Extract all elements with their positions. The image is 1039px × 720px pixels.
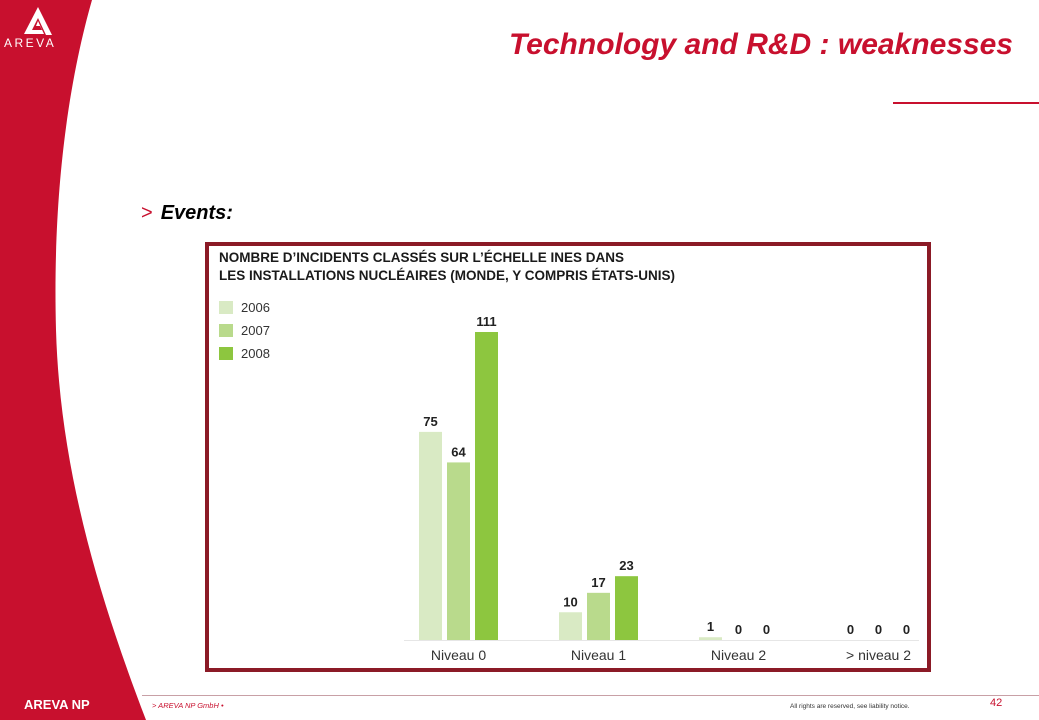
- sidebar-brand-band: [0, 0, 146, 720]
- legend-swatch-2007: [219, 324, 233, 337]
- bar-value-label: 23: [619, 558, 633, 573]
- bullet-events: > Events:: [141, 202, 233, 225]
- bar-value-label: 64: [451, 444, 466, 459]
- bar-value-label: 1: [707, 619, 714, 634]
- legend-swatch-2008: [219, 347, 233, 360]
- bullet-text: Events:: [160, 202, 233, 224]
- footer-company-label: > AREVA NP GmbH •: [152, 701, 224, 710]
- legend-label-2008: 2008: [241, 346, 270, 361]
- chart-title-line-1: NOMBRE D’INCIDENTS CLASSÉS SUR L’ÉCHELLE…: [219, 250, 625, 265]
- areva-logo-icon: [24, 7, 52, 35]
- logo-wordmark: AREVA: [4, 36, 57, 50]
- legend-swatch-2006: [219, 301, 233, 314]
- page-number: 42: [990, 697, 1003, 709]
- bar-value-label: 10: [563, 594, 577, 609]
- chart-title: NOMBRE D’INCIDENTS CLASSÉS SUR L’ÉCHELLE…: [219, 249, 675, 285]
- bar-2006-1: [419, 431, 442, 640]
- bar-value-label: 75: [423, 414, 437, 429]
- footer-company-name: AREVA NP: [24, 697, 90, 712]
- bar-2008-2: [615, 576, 638, 640]
- legend-item-2007: 2007: [219, 319, 270, 342]
- bar-value-label: 0: [763, 622, 770, 637]
- bar-2006-2: [559, 612, 582, 640]
- chart-legend: 2006 2007 2008: [219, 296, 270, 365]
- footer-divider: [142, 695, 1039, 696]
- category-label: Niveau 2: [711, 647, 766, 663]
- legend-item-2008: 2008: [219, 342, 270, 365]
- legend-label-2006: 2006: [241, 300, 270, 315]
- bar-value-label: 0: [847, 622, 854, 637]
- bullet-marker: >: [141, 202, 153, 224]
- legend-label-2007: 2007: [241, 323, 270, 338]
- category-label: > niveau 2: [846, 647, 911, 663]
- bar-2007-1: [447, 462, 470, 640]
- bar-value-label: 17: [591, 575, 605, 590]
- bar-value-label: 0: [903, 622, 910, 637]
- slide-title: Technology and R&D : weaknesses: [508, 28, 1013, 61]
- bar-value-label: 0: [735, 622, 742, 637]
- category-label: Niveau 1: [571, 647, 626, 663]
- bar-2007-2: [587, 592, 610, 640]
- category-label: Niveau 0: [431, 647, 486, 663]
- bar-value-label: 111: [476, 314, 496, 329]
- legend-item-2006: 2006: [219, 296, 270, 319]
- bar-2008-1: [475, 332, 498, 640]
- bar-value-label: 0: [875, 622, 882, 637]
- ines-chart: NOMBRE D’INCIDENTS CLASSÉS SUR L’ÉCHELLE…: [205, 242, 931, 672]
- chart-title-line-2: LES INSTALLATIONS NUCLÉAIRES (MONDE, Y C…: [219, 268, 676, 283]
- footer-legal-notice: All rights are reserved, see liability n…: [790, 703, 910, 710]
- bar-2006-3: [699, 637, 722, 640]
- title-underline: [893, 102, 1039, 104]
